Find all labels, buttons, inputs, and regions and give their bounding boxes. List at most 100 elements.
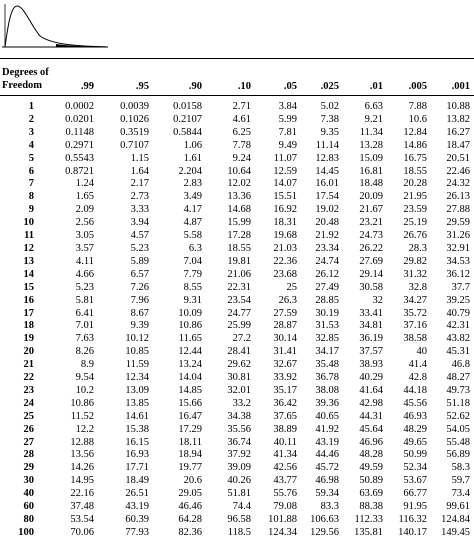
value-cell: 16.81 (359, 165, 383, 177)
value-cell: 45.72 (315, 462, 339, 474)
table-row: 21 8.9 11.59 13.24 29.62 32.67 35.48 38.93 41.4 4… (0, 359, 471, 372)
value-cell: 43.82 (446, 333, 470, 345)
value-cell: 21.92 (315, 230, 339, 242)
value-cell: 49.65 (403, 436, 427, 448)
table-row: 7 1.24 2.17 2.83 12.02 14.07 16.01 18.48 20.28 24… (0, 178, 470, 191)
value-cell: 106.63 (310, 514, 339, 525)
value-cell: 7.78 (232, 139, 251, 151)
df-cell: 1 (28, 101, 34, 112)
value-cell: 46.98 (315, 475, 339, 487)
value-cell: 1.65 (75, 191, 94, 203)
value-cell: 40.26 (227, 475, 251, 487)
df-cell: 60 (23, 501, 35, 513)
table-row: 26 12.2 15.38 17.29 35.56 38.89 41.92 45.64 48.2… (0, 423, 471, 437)
table-row: 6 0.8721 1.64 2.204 10.64 12.59 14.45 16.81 18.5… (0, 166, 470, 179)
value-cell: 25.19 (403, 217, 427, 229)
value-cell: 129.56 (310, 526, 339, 538)
value-cell: 23.54 (227, 294, 251, 306)
value-cell: 7.01 (75, 320, 94, 332)
table-top-rule (0, 58, 474, 59)
col-header-01: .01 (369, 81, 383, 92)
value-cell: 12.02 (227, 178, 251, 190)
value-cell: 27.88 (446, 204, 470, 216)
value-cell: 70.06 (70, 526, 94, 538)
value-cell: 51.81 (227, 488, 251, 500)
value-cell: 0.2971 (65, 139, 94, 151)
value-cell: 48.29 (403, 423, 427, 435)
value-cell: 116.32 (398, 514, 428, 525)
value-cell: 18.48 (359, 178, 383, 190)
value-cell: 43.19 (125, 501, 149, 513)
value-cell: 25 (286, 281, 298, 293)
value-cell: 20.48 (315, 217, 339, 229)
df-cell: 12 (23, 242, 35, 254)
value-cell: 28.87 (273, 320, 297, 332)
df-cell: 21 (23, 359, 35, 371)
value-cell: 49.73 (446, 384, 470, 396)
value-cell: 15.66 (178, 397, 202, 409)
value-cell: 24.32 (446, 178, 470, 190)
value-cell: 32.91 (446, 242, 470, 254)
table-row: 27 12.88 16.15 18.11 36.74 40.11 43.19 46.96 49.… (0, 436, 471, 450)
value-cell: 29.62 (227, 359, 251, 371)
value-cell: 10.6 (408, 113, 427, 125)
value-cell: 39.25 (446, 294, 470, 306)
value-cell: 3.49 (183, 191, 202, 203)
value-cell: 20.51 (446, 152, 470, 164)
value-cell: 5.23 (130, 242, 149, 254)
value-cell: 29.14 (359, 268, 383, 280)
value-cell: 3.84 (278, 101, 297, 112)
value-cell: 13.28 (359, 139, 383, 151)
value-cell: 10.86 (178, 320, 202, 332)
df-cell: 23 (23, 384, 35, 396)
value-cell: 16.01 (315, 178, 339, 190)
value-cell: 27.2 (232, 333, 251, 345)
value-cell: 45.31 (446, 346, 470, 358)
value-cell: 10.2 (75, 384, 94, 396)
value-cell: 40 (416, 346, 428, 358)
value-cell: 42.56 (273, 462, 297, 474)
value-cell: 18.49 (125, 475, 149, 487)
df-cell: 16 (23, 294, 35, 306)
value-cell: 9.54 (75, 372, 94, 384)
value-cell: 77.93 (125, 526, 149, 538)
table-row: 60 37.48 43.19 46.46 74.4 79.08 83.3 88.38 91.95… (0, 501, 471, 514)
value-cell: 5.58 (183, 230, 202, 242)
value-cell: 82.36 (178, 526, 202, 538)
value-cell: 124.34 (268, 526, 297, 538)
value-cell: 12.59 (273, 165, 297, 177)
table-header: Degrees of Freedom .99 .95 .90 .10 .05 .… (0, 66, 474, 94)
value-cell: 33.92 (273, 372, 297, 384)
value-cell: 27.59 (273, 307, 297, 319)
value-cell: 0.8721 (65, 165, 94, 177)
value-cell: 0.0158 (173, 101, 202, 112)
value-cell: 135.81 (354, 526, 383, 538)
value-cell: 31.32 (403, 268, 427, 280)
value-cell: 31.41 (273, 346, 297, 358)
value-cell: 16.47 (178, 410, 202, 422)
value-cell: 33.41 (359, 307, 383, 319)
value-cell: 4.66 (75, 268, 94, 280)
value-cell: 26.51 (125, 488, 149, 500)
value-cell: 8.55 (183, 281, 202, 293)
value-cell: 14.45 (315, 165, 339, 177)
value-cell: 7.38 (320, 113, 339, 125)
value-cell: 11.65 (178, 333, 202, 345)
value-cell: 59.7 (451, 475, 470, 487)
value-cell: 55.48 (446, 436, 470, 448)
value-cell: 3.33 (130, 204, 149, 216)
col-header-025: .025 (320, 81, 339, 92)
value-cell: 51.18 (446, 397, 470, 409)
value-cell: 8.26 (75, 346, 94, 358)
value-cell: 45.64 (359, 423, 383, 435)
value-cell: 99.61 (446, 501, 470, 513)
table-row: 17 6.41 8.67 10.09 24.77 27.59 30.19 33.41 35.72… (0, 307, 471, 321)
table-row: 5 0.5543 1.15 1.61 9.24 11.07 12.83 15.09 16.75 2… (0, 153, 470, 166)
value-cell: 1.64 (130, 165, 149, 177)
value-cell: 41.64 (359, 384, 383, 396)
value-cell: 12.44 (178, 346, 202, 358)
value-cell: 32.67 (273, 359, 297, 371)
value-cell: 26.76 (403, 230, 427, 242)
value-cell: 79.08 (273, 501, 297, 513)
value-cell: 4.11 (76, 255, 94, 267)
